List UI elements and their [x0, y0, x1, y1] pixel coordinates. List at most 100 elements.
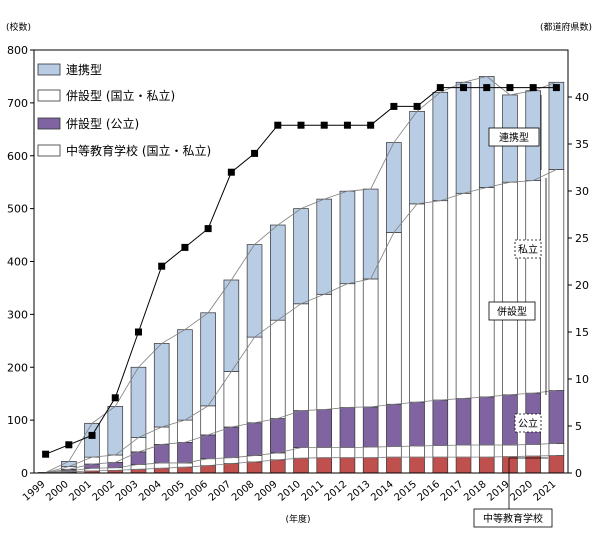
bar-segment-s3-2017	[455, 192, 472, 399]
right-tick-label: 10	[575, 373, 589, 386]
prefecture-count-point	[367, 121, 375, 129]
bar-segment-s0-2013	[362, 457, 379, 474]
right-tick-label: 20	[575, 279, 589, 292]
bar-segment-s0-2004	[153, 467, 170, 474]
bar-segment-s4-2011	[316, 198, 332, 295]
bar-segment-s4-2015	[409, 110, 425, 205]
stack-connector-line-0	[45, 455, 557, 473]
prefecture-count-point	[134, 328, 142, 336]
bar-segment-s0-2019	[502, 456, 518, 474]
bar-segment-s2-2010	[293, 410, 309, 448]
bar-segment-s0-2012	[339, 457, 356, 474]
bar-segment-s1-2015	[409, 445, 425, 458]
bar-segment-s1-2011	[316, 447, 332, 459]
prefecture-count-point	[297, 121, 305, 129]
bar-segment-s3-2019	[502, 181, 518, 396]
bar-segment-s1-2021	[548, 443, 565, 456]
bar-segment-s2-2009	[270, 418, 286, 454]
bar-segment-s4-2021	[548, 81, 565, 170]
right-tick-label: 25	[575, 232, 589, 245]
bar-segment-s2-2016	[432, 399, 449, 446]
stack-connector-line-1	[45, 442, 557, 473]
bar-segment-s0-2017	[455, 456, 472, 474]
bar-segment-s1-2009	[270, 452, 286, 461]
prefecture-count-point	[390, 102, 398, 110]
prefecture-line-layer	[42, 84, 560, 458]
bar-segment-s3-2013	[362, 278, 379, 408]
bar-segment-s2-2021	[548, 390, 565, 444]
bar-segment-s4-2007	[223, 279, 240, 372]
bar-segment-s3-2015	[409, 203, 425, 403]
bar-segment-s2-2003	[130, 451, 147, 465]
prefecture-count-point	[251, 149, 259, 157]
bar-segment-s2-2011	[316, 409, 332, 448]
annotation-box-public	[514, 413, 542, 433]
annotation-private: 私立	[518, 243, 538, 256]
bar-segment-s4-2004	[153, 343, 170, 428]
prefecture-count-point	[42, 450, 50, 458]
legend: 連携型 併設型 (国立・私立) 併設型 (公立) 中等教育学校 (国立・私立)	[37, 62, 211, 158]
bar-segment-s3-2010	[293, 303, 309, 411]
left-tick-label: 600	[7, 150, 28, 163]
bar-segment-s0-2008	[246, 461, 263, 474]
prefecture-count-point	[65, 441, 73, 449]
bar-segment-s4-2001	[84, 422, 100, 458]
stack-connector-line-4	[45, 76, 557, 473]
bar-segment-s0-2010	[293, 457, 309, 474]
bar-segment-s1-2008	[246, 455, 263, 463]
bar-segment-s0-2005	[177, 466, 193, 474]
bar-segment-s3-2006	[200, 405, 216, 436]
bar-layer	[37, 76, 565, 474]
prefecture-count-point	[506, 84, 514, 92]
bar-segment-s3-2016	[432, 200, 449, 401]
legend-label-heisetsu-private: 併設型 (国立・私立)	[66, 88, 175, 103]
left-tick-label: 800	[7, 44, 28, 57]
annotations: 連携型 私立 併設型 公立 中等教育学校	[473, 95, 553, 528]
legend-swatch-heisetsu-public	[37, 117, 61, 130]
bar-segment-s3-2009	[270, 319, 286, 419]
bar-segment-s2-2006	[200, 434, 216, 460]
annotation-renkei: 連携型	[499, 131, 529, 144]
x-axis-label: (年度)	[285, 513, 310, 525]
prefecture-count-point	[529, 84, 537, 92]
bar-segment-s0-2007	[223, 463, 240, 474]
bar-segment-s3-2003	[130, 437, 147, 453]
bar-segment-s1-2013	[362, 446, 379, 459]
left-tick-label: 0	[21, 467, 28, 480]
bar-segment-s0-2011	[316, 457, 332, 474]
prefecture-count-point	[88, 431, 96, 439]
prefecture-count-point	[436, 84, 444, 92]
bar-segment-s4-2016	[432, 91, 449, 202]
right-tick-label: 40	[575, 91, 589, 104]
bar-segment-s4-2010	[293, 208, 309, 305]
bar-segment-s2-2013	[362, 406, 379, 448]
bar-segment-s0-2009	[270, 459, 286, 474]
bar-segment-s4-2005	[177, 329, 193, 421]
right-tick-label: 15	[575, 326, 589, 339]
bar-segment-s3-2018	[478, 187, 495, 398]
annotation-box-chuto	[473, 508, 553, 528]
annotation-heisetsu: 併設型	[497, 305, 527, 318]
left-tick-label: 300	[7, 308, 28, 321]
bar-segment-s3-2012	[339, 283, 356, 408]
prefecture-count-point	[227, 168, 235, 176]
bar-segment-s2-2018	[478, 396, 495, 446]
bar-segment-s1-2018	[478, 444, 495, 458]
bar-segment-s4-2014	[386, 142, 402, 233]
bar-segment-s0-2016	[432, 456, 449, 474]
bar-segment-s4-2003	[130, 366, 147, 438]
legend-swatch-renkei	[37, 63, 61, 76]
legend-label-chuto-private: 中等教育学校 (国立・私立)	[66, 143, 211, 158]
left-tick-label: 700	[7, 97, 28, 110]
prefecture-count-point	[483, 84, 491, 92]
bar-segment-s2-2004	[153, 444, 170, 464]
bar-segment-s2-2007	[223, 426, 240, 459]
legend-swatch-chuto-private	[37, 144, 61, 157]
bar-segment-s1-2014	[386, 446, 402, 458]
left-tick-label: 400	[7, 256, 28, 269]
bar-segment-s0-2015	[409, 456, 425, 474]
prefecture-count-point	[460, 84, 468, 92]
legend-swatch-heisetsu-private	[37, 89, 61, 102]
annotation-public: 公立	[518, 417, 538, 430]
